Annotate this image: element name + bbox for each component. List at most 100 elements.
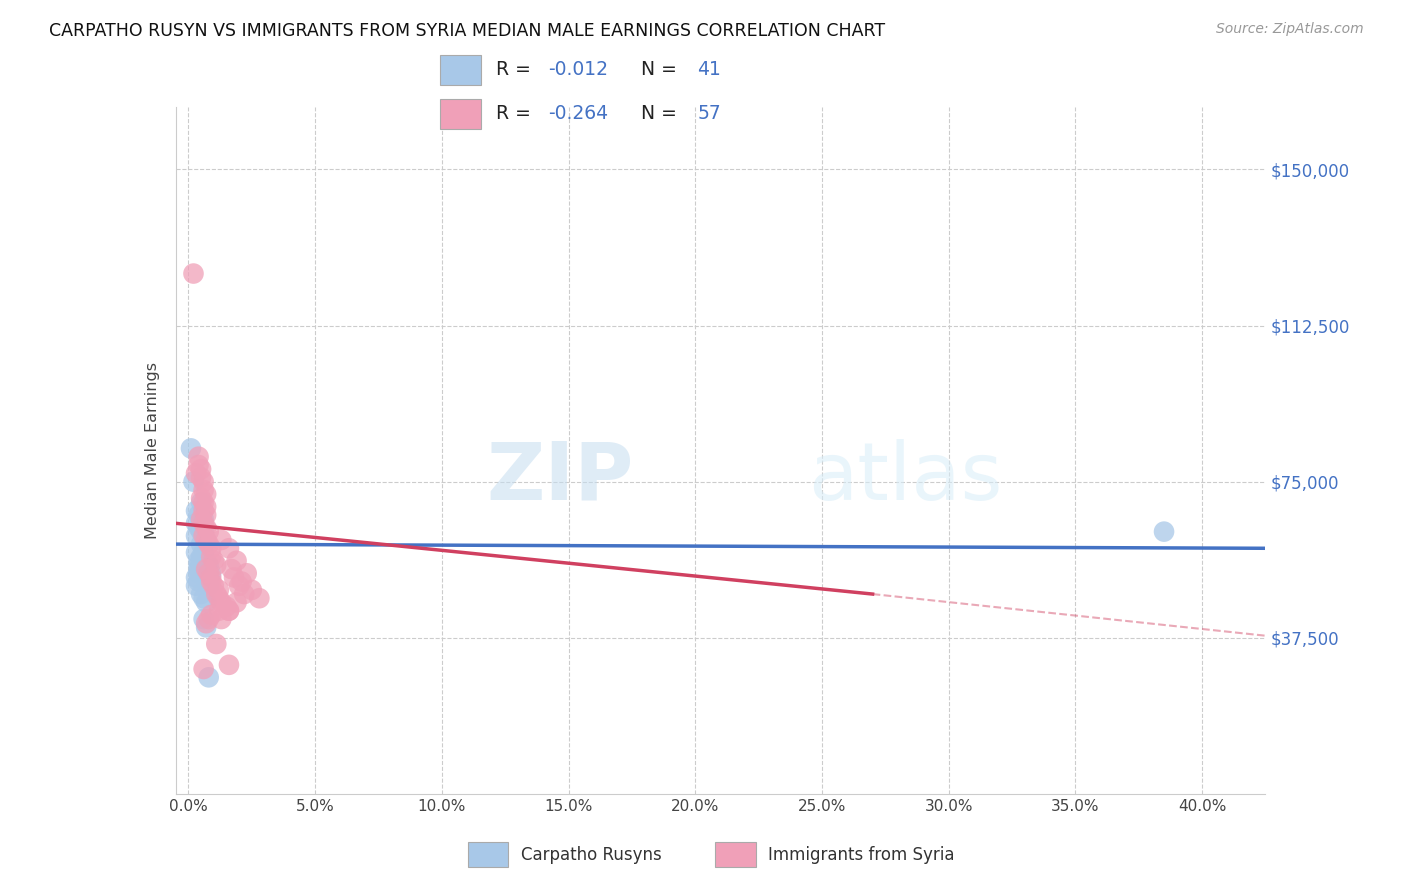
Point — [197, 537, 219, 551]
Point — [190, 512, 212, 526]
Point — [195, 558, 218, 572]
Point — [200, 566, 222, 581]
Text: R =: R = — [496, 104, 537, 123]
Point — [200, 541, 222, 556]
Text: atlas: atlas — [807, 439, 1002, 517]
Point — [187, 562, 209, 576]
Point — [184, 516, 207, 531]
Point — [195, 574, 218, 589]
Point — [190, 491, 212, 506]
Point — [200, 607, 222, 622]
Point — [193, 483, 215, 497]
Point — [193, 562, 215, 576]
Point — [193, 495, 215, 509]
Point — [190, 462, 212, 476]
Point — [195, 508, 218, 522]
Point — [195, 533, 218, 547]
Text: 41: 41 — [697, 61, 721, 79]
Point — [218, 541, 240, 556]
Point — [187, 508, 209, 522]
Point — [195, 620, 218, 634]
Point — [202, 554, 225, 568]
Point — [240, 582, 263, 597]
Point — [195, 595, 218, 609]
Text: N =: N = — [641, 61, 683, 79]
Point — [200, 574, 222, 589]
Point — [184, 467, 207, 481]
Point — [218, 604, 240, 618]
Point — [190, 587, 212, 601]
Point — [184, 529, 207, 543]
Point — [193, 475, 215, 489]
Point — [228, 579, 250, 593]
Point — [184, 570, 207, 584]
Point — [209, 595, 232, 609]
Point — [222, 570, 245, 584]
Point — [195, 520, 218, 534]
Point — [200, 549, 222, 564]
Point — [183, 267, 205, 281]
Point — [187, 520, 209, 534]
Text: 57: 57 — [697, 104, 721, 123]
Point — [183, 475, 205, 489]
Point — [187, 458, 209, 472]
Point — [200, 570, 222, 584]
Text: Immigrants from Syria: Immigrants from Syria — [768, 846, 955, 863]
Point — [197, 566, 219, 581]
Point — [193, 512, 215, 526]
Point — [195, 562, 218, 576]
Point — [195, 500, 218, 514]
Point — [197, 579, 219, 593]
Point — [215, 599, 238, 614]
Text: Source: ZipAtlas.com: Source: ZipAtlas.com — [1216, 22, 1364, 37]
Point — [208, 582, 231, 597]
Point — [184, 504, 207, 518]
Bar — [468, 842, 508, 867]
Point — [190, 495, 212, 509]
Text: N =: N = — [641, 104, 683, 123]
Point — [193, 529, 215, 543]
Point — [193, 524, 215, 539]
Text: ZIP: ZIP — [486, 439, 633, 517]
Point — [193, 545, 215, 559]
Point — [197, 570, 219, 584]
Point — [197, 524, 219, 539]
Point — [247, 591, 270, 606]
Point — [205, 558, 228, 572]
Point — [225, 554, 247, 568]
Point — [193, 591, 215, 606]
Point — [187, 558, 209, 572]
Point — [190, 470, 212, 484]
Text: Carpatho Rusyns: Carpatho Rusyns — [520, 846, 661, 863]
Point — [225, 595, 247, 609]
Point — [235, 566, 257, 581]
Point — [190, 524, 212, 539]
Text: CARPATHO RUSYN VS IMMIGRANTS FROM SYRIA MEDIAN MALE EARNINGS CORRELATION CHART: CARPATHO RUSYN VS IMMIGRANTS FROM SYRIA … — [49, 22, 886, 40]
Point — [233, 587, 256, 601]
Point — [195, 487, 218, 501]
Bar — [440, 55, 481, 85]
Point — [193, 504, 215, 518]
Point — [205, 587, 228, 601]
Point — [190, 558, 212, 572]
Point — [190, 537, 212, 551]
Point — [195, 533, 218, 547]
Bar — [716, 842, 755, 867]
Point — [218, 604, 240, 618]
Point — [184, 545, 207, 559]
Point — [197, 558, 219, 572]
Point — [193, 662, 215, 676]
Point — [193, 549, 215, 564]
Point — [184, 579, 207, 593]
Point — [190, 554, 212, 568]
Point — [187, 574, 209, 589]
Point — [187, 450, 209, 464]
Point — [231, 574, 253, 589]
Point — [205, 637, 228, 651]
Point — [190, 566, 212, 581]
Text: -0.012: -0.012 — [548, 61, 607, 79]
Point — [221, 562, 243, 576]
Point — [187, 566, 209, 581]
Point — [197, 670, 219, 684]
Bar — [440, 99, 481, 129]
